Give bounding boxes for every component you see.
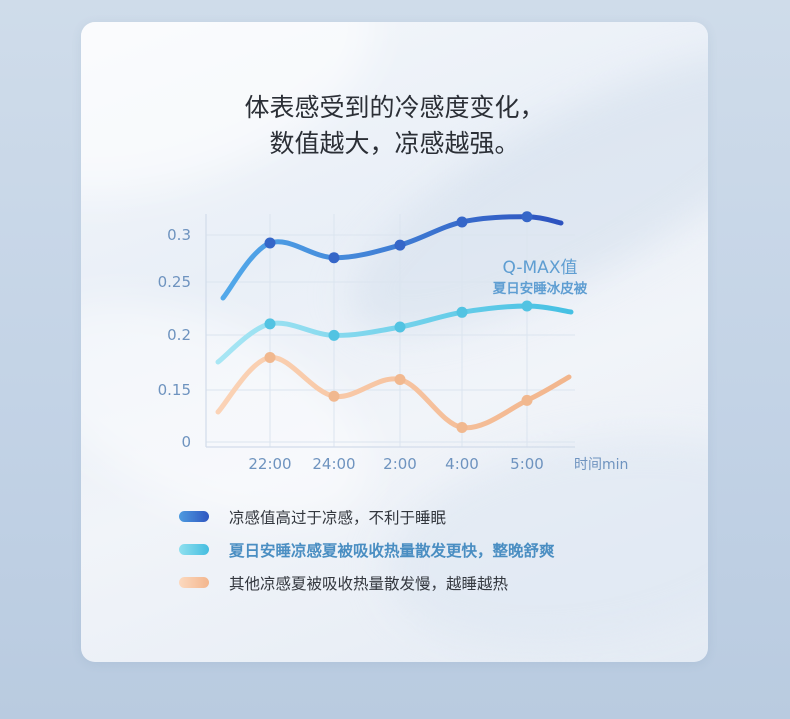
y-tick-label: 0 (181, 433, 191, 451)
series-line (215, 354, 572, 431)
y-tick-label: 0.25 (158, 273, 191, 291)
legend-swatch (179, 511, 209, 522)
x-tick-label: 5:00 (510, 455, 544, 473)
legend-swatch (179, 544, 209, 555)
legend-label: 凉感值高过于凉感，不利于睡眠 (229, 508, 447, 527)
legend-label: 其他凉感夏被吸收热量散发慢，越睡越热 (229, 574, 509, 593)
data-point (456, 421, 468, 433)
data-point (394, 239, 406, 251)
data-point (328, 329, 340, 341)
chart-title: 体表感受到的冷感度变化， 数值越大，凉感越强。 (81, 90, 708, 162)
chart-series (215, 211, 574, 433)
data-point (328, 252, 340, 264)
qmax-product-label: 夏日安睡冰皮被 (492, 280, 588, 297)
legend-item: 夏日安睡凉感夏被吸收热量散发更快，整晚舒爽 (179, 533, 555, 566)
data-point (521, 300, 533, 312)
chart-grid (206, 214, 575, 447)
title-line-2: 数值越大，凉感越强。 (269, 129, 520, 158)
legend-item: 其他凉感夏被吸收热量散发慢，越睡越热 (179, 566, 555, 599)
legend-item: 凉感值高过于凉感，不利于睡眠 (179, 500, 555, 533)
x-tick-label: 22:00 (248, 455, 291, 473)
legend-label: 夏日安睡凉感夏被吸收热量散发更快，整晚舒爽 (229, 541, 555, 560)
comparison-card: 体表感受到的冷感度变化， 数值越大，凉感越强。 0.3 0.25 0.2 0.15 0 2… (81, 22, 708, 662)
data-point (264, 237, 276, 249)
legend-swatch (179, 577, 209, 588)
title-line-1: 体表感受到的冷感度变化， (244, 93, 545, 122)
data-point (521, 394, 533, 406)
data-point (394, 321, 406, 333)
x-tick-label: 4:00 (445, 455, 479, 473)
y-tick-label: 0.15 (158, 381, 191, 399)
x-tick-label: 24:00 (312, 455, 355, 473)
data-point (394, 374, 406, 385)
data-point (264, 318, 276, 330)
data-point (264, 351, 276, 363)
data-point (456, 306, 468, 318)
qmax-label: Q-MAX值 (503, 258, 578, 278)
cooling-line-chart: 0.3 0.25 0.2 0.15 0 22:00 24:00 2:00 4:00 5:00 时间m… (158, 211, 628, 473)
data-point (456, 216, 468, 228)
y-tick-label: 0.3 (167, 226, 191, 244)
x-unit-label: 时间min (574, 457, 628, 473)
chart-axes: 0.3 0.25 0.2 0.15 0 22:00 24:00 2:00 4:00 5:00 时间m… (158, 214, 628, 473)
x-tick-label: 2:00 (383, 455, 417, 473)
y-tick-label: 0.2 (167, 326, 191, 344)
chart-legend: 凉感值高过于凉感，不利于睡眠 夏日安睡凉感夏被吸收热量散发更快，整晚舒爽 其他凉… (179, 500, 555, 599)
data-point (521, 211, 533, 223)
data-point (328, 390, 340, 402)
